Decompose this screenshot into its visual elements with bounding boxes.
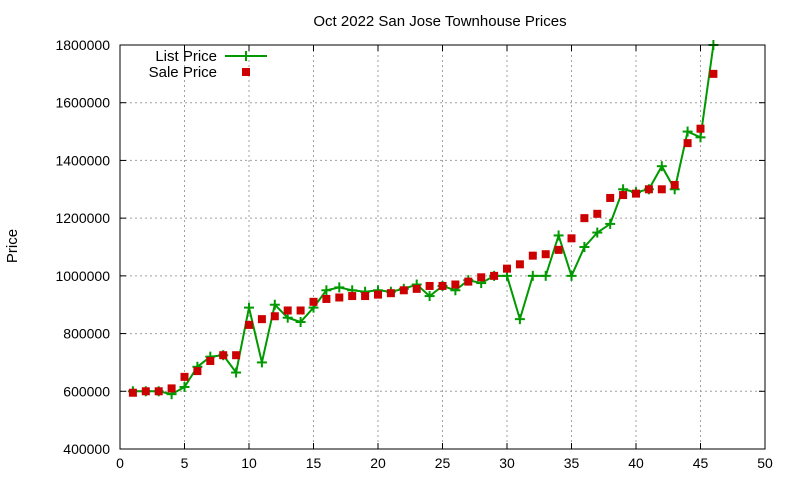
sale-price-point bbox=[619, 191, 628, 200]
sale-price-point bbox=[257, 315, 266, 324]
sale-price-point bbox=[490, 271, 499, 280]
sale-price-point bbox=[554, 245, 563, 254]
sale-price-point bbox=[580, 214, 589, 223]
list-price-point bbox=[553, 230, 564, 241]
sale-price-point bbox=[593, 209, 602, 218]
sale-price-point bbox=[232, 351, 241, 360]
legend-label: List Price bbox=[155, 48, 217, 65]
list-price-point bbox=[424, 291, 435, 302]
x-tick-label: 40 bbox=[628, 455, 644, 471]
list-price-line bbox=[132, 44, 715, 396]
series bbox=[127, 40, 719, 400]
sale-price-point bbox=[374, 290, 382, 299]
sale-price-point bbox=[335, 293, 344, 302]
sale-price-point bbox=[128, 388, 137, 397]
chart-title: Oct 2022 San Jose Townhouse Prices bbox=[313, 13, 566, 30]
sale-price-point bbox=[141, 387, 150, 396]
x-tick-label: 35 bbox=[564, 455, 580, 471]
sale-price-point bbox=[644, 185, 653, 194]
x-tick-label: 50 bbox=[757, 455, 773, 471]
y-tick-label: 1800000 bbox=[55, 37, 110, 53]
list-price-point bbox=[256, 357, 267, 368]
sale-price-point bbox=[438, 281, 447, 290]
sale-price-point bbox=[245, 320, 253, 329]
axis-ticks: 0 5 10 15 20 25 30 35 40 45 50 400000 600000 800000 10… bbox=[55, 37, 773, 471]
list-price-point bbox=[592, 227, 603, 238]
legend-plus-swatch bbox=[241, 51, 251, 61]
x-tick-label: 15 bbox=[306, 455, 322, 471]
list-price-point bbox=[334, 282, 345, 293]
sale-price-point bbox=[657, 185, 666, 194]
y-tick-label: 600000 bbox=[63, 383, 110, 399]
sale-price-point bbox=[322, 294, 331, 303]
sale-price-point bbox=[528, 251, 537, 260]
sale-price-point bbox=[154, 387, 163, 396]
legend-label: Sale Price bbox=[149, 64, 217, 81]
sale-price-point bbox=[683, 139, 692, 148]
x-tick-label: 45 bbox=[693, 455, 709, 471]
sale-price-point bbox=[167, 384, 176, 393]
y-tick-label: 400000 bbox=[63, 441, 110, 457]
plot-frame bbox=[119, 44, 766, 450]
y-tick-label: 1400000 bbox=[55, 152, 110, 168]
list-price-point bbox=[695, 132, 706, 143]
y-tick-label: 1000000 bbox=[55, 268, 110, 284]
x-tick-label: 10 bbox=[241, 455, 257, 471]
list-price-point bbox=[269, 299, 280, 310]
y-tick-label: 800000 bbox=[63, 326, 110, 342]
sale-price-point bbox=[451, 280, 460, 289]
list-price-point bbox=[231, 367, 242, 378]
list-price-point bbox=[514, 314, 525, 325]
x-tick-label: 25 bbox=[435, 455, 451, 471]
sale-price-point bbox=[386, 289, 395, 298]
list-price-point bbox=[682, 126, 693, 137]
sale-price-point bbox=[270, 312, 279, 321]
sale-price-point bbox=[503, 264, 511, 273]
list-price-point bbox=[179, 381, 190, 392]
y-axis-label: Price bbox=[4, 229, 21, 263]
list-price-point bbox=[656, 161, 667, 172]
sale-price-point bbox=[283, 306, 292, 315]
sale-price-point bbox=[193, 367, 202, 376]
list-price-point bbox=[566, 270, 577, 281]
sale-price-point bbox=[541, 250, 550, 259]
sale-price-point bbox=[309, 297, 318, 306]
sale-price-point bbox=[606, 193, 615, 202]
sale-price-point bbox=[412, 284, 421, 293]
sale-price-point bbox=[515, 260, 524, 269]
sale-price-point bbox=[670, 180, 679, 189]
list-price-point bbox=[295, 317, 306, 328]
legend-square-swatch bbox=[242, 68, 250, 76]
sale-price-point bbox=[348, 292, 357, 301]
sale-price-point bbox=[696, 124, 705, 133]
y-tick-label: 1200000 bbox=[55, 210, 110, 226]
sale-price-point bbox=[425, 281, 434, 290]
list-price-point bbox=[527, 270, 538, 281]
x-tick-label: 5 bbox=[181, 455, 189, 471]
x-tick-label: 30 bbox=[499, 455, 515, 471]
list-price-point bbox=[244, 302, 254, 313]
sale-price-point bbox=[709, 69, 718, 78]
sale-price-point bbox=[399, 286, 408, 295]
y-tick-label: 1600000 bbox=[55, 95, 110, 111]
list-price-point bbox=[321, 285, 332, 296]
grid bbox=[120, 45, 765, 449]
sale-price-point bbox=[464, 277, 473, 286]
sale-price-point bbox=[567, 234, 576, 243]
sale-price-point bbox=[206, 356, 215, 365]
sale-price-point bbox=[361, 292, 370, 301]
sale-price-point bbox=[296, 306, 305, 315]
list-price-point bbox=[540, 270, 551, 281]
list-price-point bbox=[579, 242, 590, 252]
sale-price-point bbox=[219, 351, 228, 360]
x-tick-label: 20 bbox=[370, 455, 386, 471]
sale-price-point bbox=[477, 273, 486, 282]
list-price-point bbox=[605, 218, 616, 229]
sale-price-point bbox=[180, 372, 189, 381]
sale-price-point bbox=[632, 189, 640, 198]
x-tick-label: 0 bbox=[116, 455, 124, 471]
